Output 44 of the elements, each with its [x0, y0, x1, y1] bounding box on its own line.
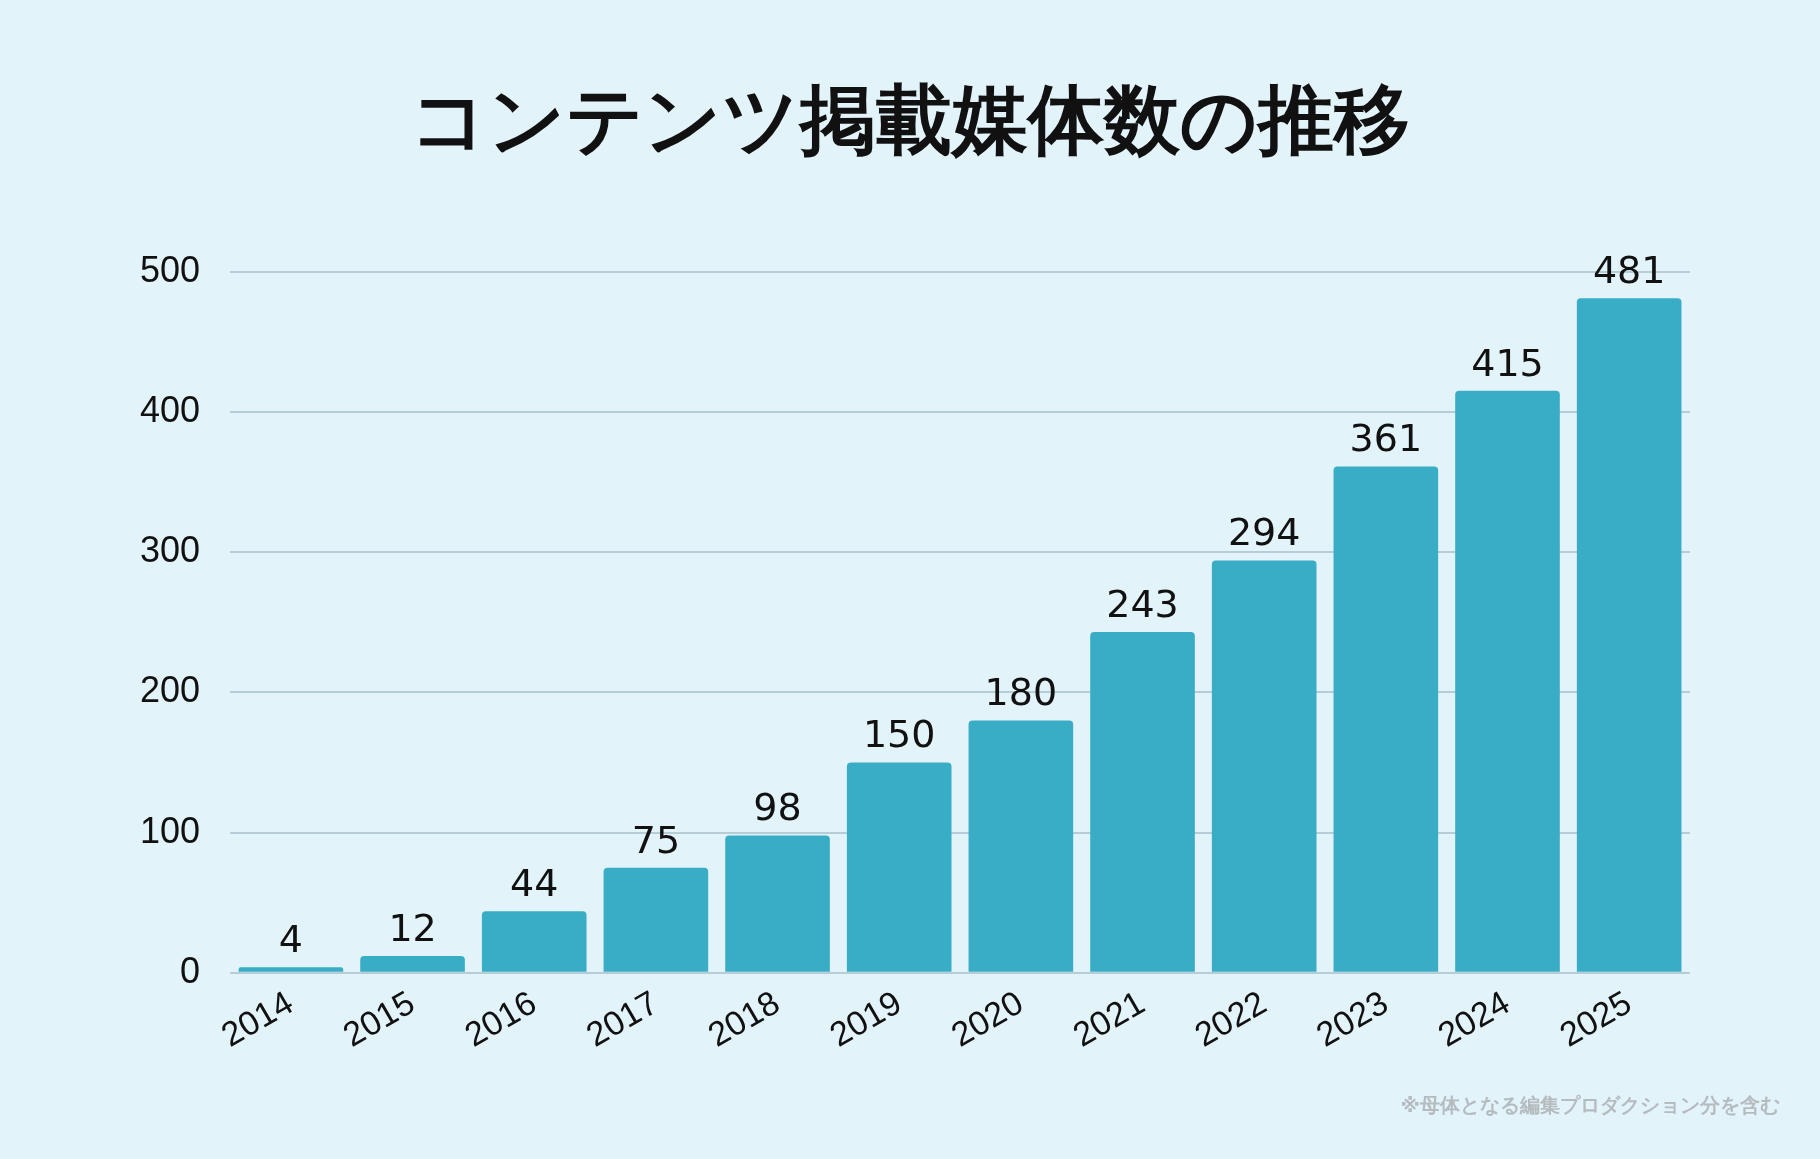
- bar: [1211, 560, 1317, 972]
- bar: [968, 720, 1074, 972]
- bar: [1576, 298, 1682, 972]
- x-tick-label: 2021: [1066, 982, 1151, 1054]
- data-label: 150: [862, 712, 936, 757]
- data-label: 4: [278, 917, 303, 962]
- bar: [238, 967, 344, 972]
- y-tick-label: 100: [139, 809, 201, 851]
- bar: [360, 956, 465, 972]
- x-tick-label: 2016: [457, 982, 543, 1054]
- text: ※母体となる編集プロダクション分を含む: [1400, 1092, 1780, 1119]
- x-tick-label: 2020: [944, 982, 1030, 1054]
- bar: [1455, 390, 1560, 972]
- data-label: 243: [1106, 581, 1179, 626]
- x-tick-label: 2019: [822, 982, 908, 1054]
- y-tick-label: 300: [139, 529, 201, 571]
- bar: [481, 911, 587, 972]
- bar: [725, 835, 830, 972]
- y-tick-label: 0: [180, 949, 201, 991]
- x-tick-label: 2023: [1309, 982, 1395, 1054]
- data-label: 12: [388, 905, 437, 950]
- data-label: 361: [1349, 416, 1423, 461]
- x-tick-label: 2024: [1431, 982, 1516, 1054]
- x-tick-label: 2017: [579, 982, 665, 1054]
- x-tick-label: 2025: [1552, 982, 1638, 1054]
- data-label: 44: [510, 861, 559, 906]
- data-label: 75: [631, 817, 681, 862]
- x-tick-label: 2015: [336, 982, 421, 1054]
- chart-title: コンテンツ掲載媒体数の推移: [409, 74, 1411, 166]
- data-label: 180: [984, 670, 1058, 715]
- x-tick-label: 2014: [214, 982, 300, 1054]
- x-tick-label: 2022: [1187, 982, 1273, 1054]
- data-label: 481: [1592, 248, 1666, 293]
- data-label: 98: [753, 785, 802, 830]
- y-tick-label: 200: [139, 669, 201, 711]
- y-tick-label: 500: [139, 248, 201, 290]
- bar: [1333, 466, 1439, 972]
- data-label: 294: [1227, 510, 1301, 555]
- bar: [603, 867, 709, 972]
- x-tick-label: 2018: [701, 982, 786, 1054]
- y-tick-label: 400: [139, 388, 201, 430]
- data-label: 415: [1471, 340, 1544, 385]
- bar: [1090, 632, 1195, 972]
- bar: [846, 762, 952, 972]
